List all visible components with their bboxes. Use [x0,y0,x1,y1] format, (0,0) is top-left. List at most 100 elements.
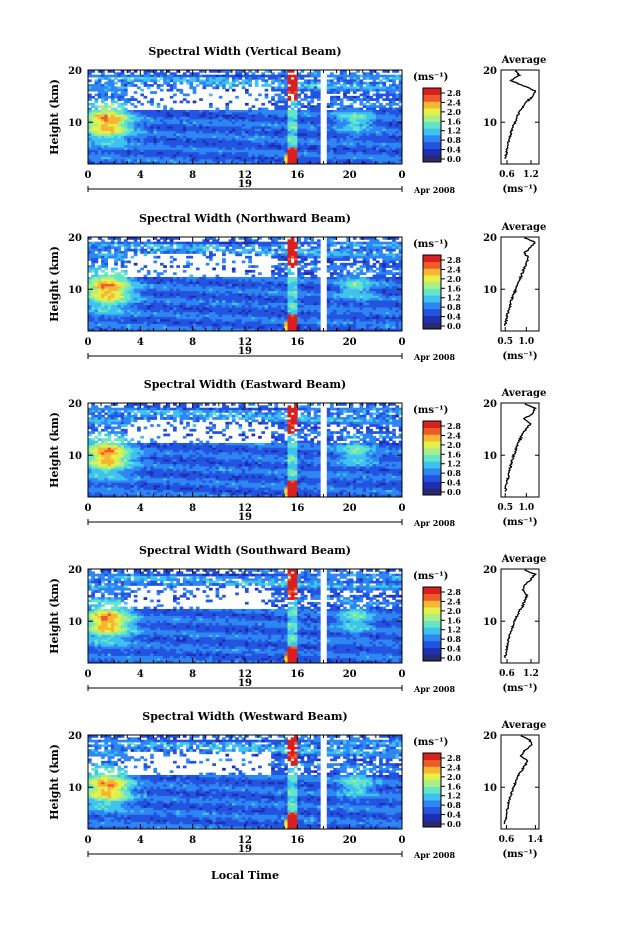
heatmap-cell [352,269,357,273]
heatmap-cell [349,95,354,99]
heatmap-cell [146,100,151,104]
heatmap-cell [330,138,334,141]
heatmap-cell [297,274,301,278]
heatmap-cell [382,274,387,278]
heatmap-cell [316,248,321,252]
heatmap-cell [258,281,262,285]
heatmap-cell [382,272,387,275]
heatmap-cell [339,131,344,134]
heatmap-cell [179,79,184,83]
heatmap-cell [156,293,161,297]
heatmap-cell [163,269,167,273]
heatmap-cell [241,251,246,254]
heatmap-cell [366,142,370,146]
heatmap-cell [379,142,383,146]
heatmap-cell [395,124,400,127]
heatmap-cell [388,86,393,90]
heatmap-cell [146,79,151,83]
heatmap-cell [146,279,151,283]
heatmap-cell [88,251,92,254]
heatmap-cell [313,276,318,280]
heatmap-cell [330,121,334,125]
heatmap-cell [245,295,249,299]
heatmap-cell [333,258,337,261]
heatmap-cell [110,112,115,116]
heatmap-cell [316,81,321,85]
heatmap-cell [369,140,373,144]
heatmap-cell [307,74,311,78]
heatmap-cell [182,298,187,301]
heatmap-cell [235,126,239,130]
heatmap-cell [104,128,109,132]
heatmap-cell [290,251,295,254]
heatmap-cell [101,140,105,144]
heatmap-cell [264,138,269,141]
heatmap-cell [336,81,341,85]
heatmap-cell [280,293,285,297]
heatmap-cell [267,279,272,283]
heatmap-cell [107,95,112,99]
heatmap-cell [212,140,216,144]
heatmap-cell [146,246,151,250]
heatmap-cell [173,79,177,83]
heatmap-cell [346,159,351,163]
heatmap-cell [146,74,151,78]
heatmap-cell [336,117,341,120]
heatmap-cell [336,74,341,78]
heatmap-cell [349,274,354,278]
heatmap-cell [238,124,243,127]
heatmap-cell [343,117,347,120]
heatmap-cell [379,149,383,153]
colorbar-tick-label: 1.6 [447,116,461,126]
heatmap-cell [395,262,400,266]
heatmap-cell [218,74,223,78]
heatmap-cell [287,77,292,80]
heatmap-cell [127,74,131,78]
heatmap-cell [146,86,151,90]
heatmap-cell [153,138,158,141]
heatmap-cell [195,142,200,146]
heatmap-cell [241,142,246,146]
heatmap-cell [343,131,347,134]
heatmap-cell [352,244,357,247]
heatmap-cell [326,112,331,116]
heatmap-cell [248,265,252,268]
heatmap-cell [117,114,122,118]
heatmap-cell [271,255,275,259]
heatmap-cell [137,279,141,283]
heatmap-cell [261,152,266,155]
heatmap-cell [202,138,207,141]
heatmap-cell [120,81,125,85]
heatmap-cell [359,98,364,101]
heatmap-cell [241,138,246,141]
heatmap-cell [182,149,187,153]
heatmap-cell [287,269,292,273]
heatmap-cell [349,140,354,144]
heatmap-cell [173,100,177,104]
heatmap-cell [199,286,203,290]
heatmap-cell [382,131,387,134]
heatmap-cell [212,119,216,123]
heatmap-cell [290,119,295,123]
heatmap-cell [114,135,118,139]
heatmap-cell [166,117,171,120]
heatmap-cell [156,161,161,165]
heatmap-cell [385,272,390,275]
heatmap-cell [235,114,239,118]
heatmap-cell [271,161,275,165]
heatmap-cell [150,128,154,132]
heatmap-cell [343,274,347,278]
heatmap-cell [107,149,112,153]
heatmap-cell [372,93,377,97]
heatmap-cell [143,288,148,292]
heatmap-cell [97,267,102,271]
heatmap-cell [264,147,269,151]
heatmap-cell [146,142,151,146]
heatmap-cell [264,145,269,148]
heatmap-cell [153,117,158,120]
heatmap-cell [359,135,364,139]
heatmap-cell [225,286,230,290]
heatmap-cell [274,102,279,106]
heatmap-cell [169,246,174,250]
heatmap-cell [261,279,266,283]
